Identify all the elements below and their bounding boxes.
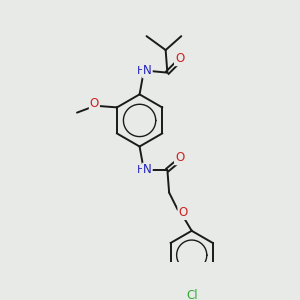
Text: O: O	[90, 98, 99, 110]
Text: H: H	[137, 165, 146, 175]
Text: N: N	[143, 164, 152, 176]
Text: O: O	[175, 151, 184, 164]
Text: H: H	[137, 66, 146, 76]
Text: Cl: Cl	[186, 290, 197, 300]
Text: O: O	[178, 206, 188, 219]
Text: O: O	[175, 52, 184, 65]
Text: N: N	[143, 64, 152, 77]
